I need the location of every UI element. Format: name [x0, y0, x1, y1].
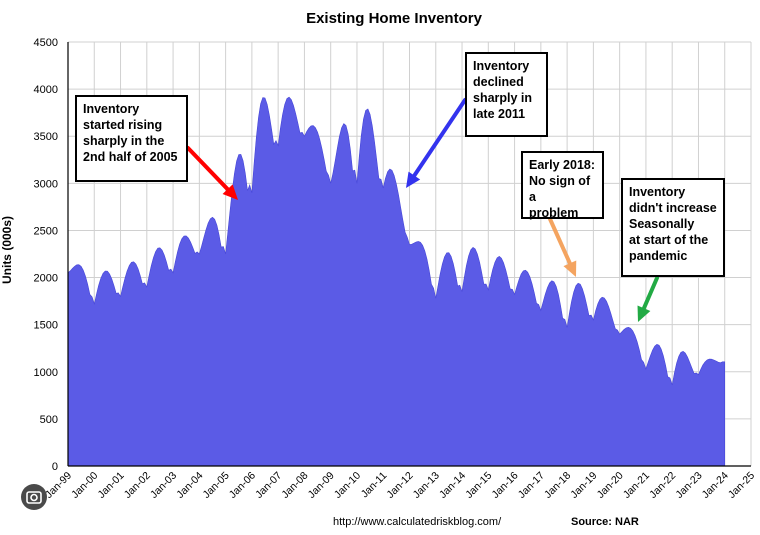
chart-title: Existing Home Inventory	[306, 10, 483, 27]
arrow-head	[637, 305, 651, 322]
x-tick-label: Jan-99	[43, 470, 74, 501]
y-axis-label: Units (000s)	[0, 216, 14, 284]
x-tick-label: Jan-19	[568, 470, 599, 501]
x-tick-label: Jan-22	[647, 470, 678, 501]
arrow-shaft	[412, 98, 467, 178]
x-tick-label: Jan-09	[306, 470, 337, 501]
x-tick-label: Jan-01	[95, 470, 126, 501]
axes	[67, 42, 751, 467]
x-tick-label: Jan-07	[253, 470, 284, 501]
y-tick-label: 4500	[34, 37, 58, 49]
x-tick-label: Jan-14	[437, 470, 468, 501]
annotation-2011: Inventory declined sharply in late 2011	[465, 52, 548, 137]
inventory-area-path	[67, 96, 726, 467]
y-tick-label: 1500	[34, 320, 58, 332]
annotation-2018: Early 2018: No sign of a problem	[521, 151, 604, 220]
x-tick-label: Jan-04	[174, 470, 205, 501]
arrow-head	[222, 184, 238, 200]
x-tick-label: Jan-21	[621, 470, 652, 501]
y-tick-label: 0	[52, 461, 58, 473]
y-tick-label: 3000	[34, 178, 58, 190]
footer-url[interactable]: http://www.calculatedriskblog.com/	[333, 516, 502, 528]
x-tick-label: Jan-05	[201, 470, 232, 501]
x-tick-labels: Jan-99Jan-00Jan-01Jan-02Jan-03Jan-04Jan-…	[43, 470, 757, 501]
x-tick-label: Jan-25	[726, 470, 757, 501]
x-tick-label: Jan-20	[595, 470, 626, 501]
x-tick-label: Jan-08	[279, 470, 310, 501]
x-tick-label: Jan-17	[516, 470, 547, 501]
x-tick-label: Jan-23	[673, 470, 704, 501]
x-tick-label: Jan-16	[490, 470, 521, 501]
arrow-shaft	[641, 276, 659, 311]
annotation-2005: Inventory started rising sharply in the …	[75, 95, 188, 182]
y-tick-label: 1000	[34, 367, 58, 379]
x-tick-label: Jan-06	[227, 470, 258, 501]
arrow-head	[406, 171, 421, 188]
y-tick-label: 500	[40, 414, 58, 426]
x-tick-label: Jan-10	[332, 470, 363, 501]
y-tick-label: 4000	[34, 84, 58, 96]
x-tick-label: Jan-12	[384, 470, 415, 501]
y-tick-labels: 0 500 1000 1500 2000 2500 3000 3500 4000 4500	[34, 37, 58, 473]
y-tick-label: 3500	[34, 131, 58, 143]
y-tick-label: 2500	[34, 225, 58, 237]
x-tick-label: Jan-00	[69, 470, 100, 501]
arrow-head	[563, 260, 577, 277]
x-tick-label: Jan-15	[463, 470, 494, 501]
arrow-shaft	[548, 217, 572, 266]
x-tick-label: Jan-02	[122, 470, 153, 501]
y-tick-label: 2000	[34, 273, 58, 285]
x-tick-label: Jan-24	[700, 470, 731, 501]
arrow-shaft	[186, 146, 230, 192]
annotation-arrows	[186, 98, 659, 322]
inventory-area	[67, 96, 726, 467]
x-tick-label: Jan-13	[411, 470, 442, 501]
x-tick-label: Jan-03	[148, 470, 179, 501]
x-tick-label: Jan-18	[542, 470, 573, 501]
x-tick-label: Jan-11	[359, 470, 390, 501]
lens-search-icon[interactable]	[21, 484, 47, 510]
annotation-pandemic: Inventory didn't increase Seasonally at …	[621, 178, 725, 277]
footer-source: Source: NAR	[571, 516, 639, 528]
